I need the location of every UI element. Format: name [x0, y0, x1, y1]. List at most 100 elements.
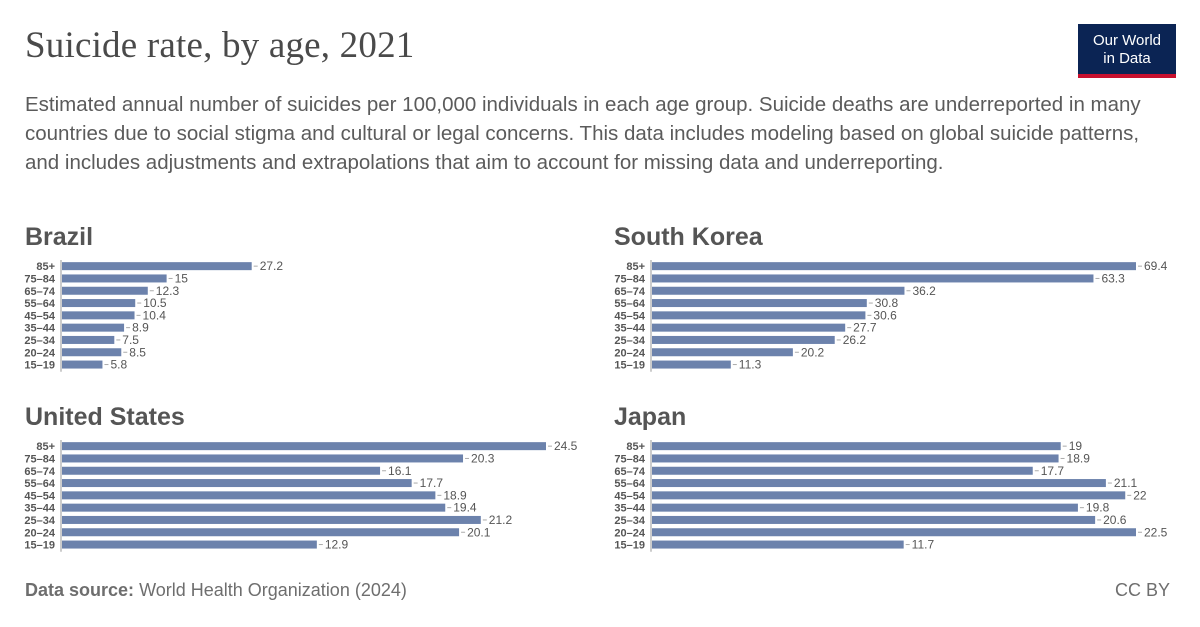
category-label: 75–84 [614, 453, 645, 465]
bar-south-korea[interactable] [652, 323, 846, 332]
value-label: 19 [1069, 439, 1083, 453]
bar-brazil[interactable] [62, 323, 125, 332]
bar-south-korea[interactable] [652, 262, 1136, 271]
category-label: 25–34 [24, 335, 55, 347]
category-label: 45–54 [24, 310, 55, 322]
data-source: Data source: World Health Organization (… [25, 580, 407, 601]
value-label: 22 [1133, 488, 1147, 502]
bar-japan[interactable] [652, 454, 1059, 463]
panel-title-brazil: Brazil [25, 223, 94, 251]
bar-brazil[interactable] [62, 311, 135, 320]
bar-united-states[interactable] [62, 454, 464, 463]
value-label: 24.5 [554, 439, 578, 453]
value-label: 7.5 [122, 333, 139, 347]
category-label: 20–24 [24, 347, 55, 359]
value-label: 16.1 [388, 464, 412, 478]
value-label: 26.2 [843, 333, 867, 347]
category-label: 55–64 [614, 298, 645, 310]
chart-subtitle: Estimated annual number of suicides per … [25, 93, 1141, 174]
bar-japan[interactable] [652, 515, 1096, 524]
value-label: 20.6 [1103, 513, 1127, 527]
value-label: 11.7 [912, 538, 935, 552]
bar-japan[interactable] [652, 466, 1033, 475]
bar-united-states[interactable] [62, 503, 446, 512]
data-source-link[interactable]: World Health Organization (2024) [139, 580, 407, 600]
bar-south-korea[interactable] [652, 348, 793, 357]
value-label: 10.5 [143, 296, 167, 310]
panel-title-japan: Japan [614, 403, 687, 431]
value-label: 11.3 [739, 358, 762, 372]
value-label: 10.4 [143, 308, 167, 322]
bar-japan[interactable] [652, 503, 1078, 512]
category-label: 55–64 [24, 298, 55, 310]
bar-japan[interactable] [652, 442, 1061, 451]
value-label: 20.1 [467, 525, 491, 539]
category-label: 85+ [626, 261, 645, 273]
bar-south-korea[interactable] [652, 274, 1094, 283]
bar-south-korea[interactable] [652, 299, 867, 308]
owid-logo[interactable]: Our World in Data [1078, 24, 1176, 78]
bar-south-korea[interactable] [652, 335, 835, 344]
panel-title-united-states: United States [25, 403, 185, 431]
bar-brazil[interactable] [62, 299, 136, 308]
category-label: 25–34 [614, 515, 645, 527]
category-label: 65–74 [614, 286, 645, 298]
category-label: 85+ [36, 441, 55, 453]
value-label: 30.8 [875, 296, 899, 310]
panel-title-south-korea: South Korea [614, 223, 763, 251]
bar-south-korea[interactable] [652, 311, 866, 320]
value-label: 20.3 [471, 451, 495, 465]
category-label: 65–74 [24, 466, 55, 478]
bar-united-states[interactable] [62, 466, 381, 475]
category-label: 45–54 [614, 490, 645, 502]
value-label: 20.2 [801, 345, 825, 359]
category-label: 15–19 [614, 360, 645, 372]
category-label: 20–24 [614, 347, 645, 359]
bar-united-states[interactable] [62, 528, 460, 537]
data-source-label: Data source: [25, 580, 135, 600]
logo-line-2: in Data [1103, 50, 1151, 67]
bar-brazil[interactable] [62, 360, 103, 369]
chart-title: Suicide rate, by age, 2021 [25, 25, 415, 66]
category-label: 75–84 [614, 273, 645, 285]
bar-united-states[interactable] [62, 479, 412, 488]
value-label: 21.1 [1114, 476, 1138, 490]
category-label: 65–74 [24, 286, 55, 298]
value-label: 21.2 [489, 513, 513, 527]
bar-united-states[interactable] [62, 540, 317, 549]
bar-japan[interactable] [652, 491, 1126, 500]
value-label: 18.9 [1067, 451, 1091, 465]
bar-south-korea[interactable] [652, 286, 905, 295]
category-label: 15–19 [24, 360, 55, 372]
value-label: 8.5 [129, 345, 146, 359]
category-label: 25–34 [24, 515, 55, 527]
bar-united-states[interactable] [62, 515, 481, 524]
category-label: 75–84 [24, 453, 55, 465]
category-label: 85+ [36, 261, 55, 273]
bar-brazil[interactable] [62, 262, 252, 271]
value-label: 5.8 [110, 358, 127, 372]
bar-japan[interactable] [652, 540, 904, 549]
bar-brazil[interactable] [62, 286, 148, 295]
value-label: 12.9 [325, 538, 349, 552]
value-label: 15 [175, 271, 189, 285]
category-label: 45–54 [614, 310, 645, 322]
bar-japan[interactable] [652, 528, 1136, 537]
bar-united-states[interactable] [62, 442, 546, 451]
category-label: 35–44 [614, 503, 645, 515]
bar-south-korea[interactable] [652, 360, 731, 369]
bar-brazil[interactable] [62, 274, 167, 283]
bar-brazil[interactable] [62, 348, 122, 357]
license-link[interactable]: CC BY [1114, 580, 1170, 600]
category-label: 35–44 [24, 503, 55, 515]
bar-brazil[interactable] [62, 335, 115, 344]
category-label: 20–24 [24, 527, 55, 539]
bar-united-states[interactable] [62, 491, 436, 500]
category-label: 65–74 [614, 466, 645, 478]
category-label: 15–19 [614, 540, 645, 552]
value-label: 30.6 [873, 308, 897, 322]
value-label: 36.2 [912, 284, 936, 298]
bar-japan[interactable] [652, 479, 1106, 488]
category-label: 35–44 [24, 323, 55, 335]
